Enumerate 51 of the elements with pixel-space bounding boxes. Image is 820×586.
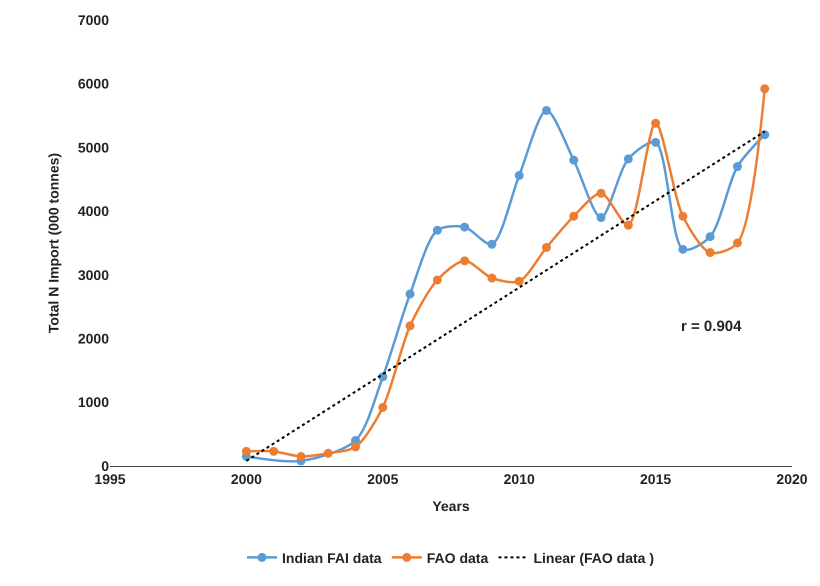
y-tick-label: 5000 [78, 139, 110, 156]
point [514, 170, 524, 180]
point [351, 442, 360, 452]
point [487, 240, 496, 249]
annotation: r = 0.904 [681, 318, 742, 335]
point [406, 289, 415, 298]
y-axis-title: Total N Import (000 tonnes) [45, 152, 62, 334]
point [569, 156, 578, 165]
point [678, 212, 688, 221]
y-tick-label: 7000 [78, 12, 110, 28]
point [432, 226, 442, 235]
point [596, 188, 606, 198]
point [542, 242, 551, 252]
point [406, 321, 415, 330]
x-tick-label: 2015 [640, 470, 672, 487]
y-tick-label: 2000 [78, 330, 110, 346]
point [624, 220, 633, 230]
y-tick-label: 4000 [78, 203, 110, 220]
x-axis-title: Years [432, 498, 470, 514]
point [460, 256, 470, 266]
point [542, 106, 551, 115]
legend-label: FAO data [426, 550, 488, 566]
point [651, 138, 660, 147]
point [760, 84, 770, 94]
point [569, 212, 578, 221]
point [678, 244, 688, 254]
point [651, 118, 660, 128]
point [706, 232, 715, 242]
x-tick-label: 2010 [504, 470, 535, 487]
y-tick-label: 6000 [78, 76, 110, 92]
point [242, 446, 251, 456]
point [732, 162, 742, 172]
point [596, 213, 606, 222]
point [378, 402, 388, 412]
point [269, 446, 278, 456]
legend-label: Linear (FAO data ) [533, 550, 654, 566]
point [624, 154, 633, 164]
x-tick-label: 2000 [230, 470, 262, 487]
point [514, 276, 524, 286]
point [732, 238, 742, 248]
point [487, 274, 496, 283]
y-tick-label: 3000 [78, 266, 110, 283]
point [432, 275, 442, 284]
point [706, 248, 715, 258]
point [460, 222, 470, 232]
point [324, 448, 333, 458]
x-tick-label: 2020 [776, 470, 808, 487]
legend-label: Indian FAI data [282, 550, 382, 566]
x-tick-label: 2005 [367, 470, 399, 487]
y-tick-label: 1000 [78, 394, 110, 410]
point [296, 452, 306, 461]
